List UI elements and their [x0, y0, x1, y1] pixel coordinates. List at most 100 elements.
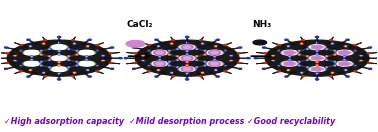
Circle shape: [75, 50, 78, 51]
Circle shape: [286, 51, 293, 54]
Circle shape: [102, 55, 104, 56]
Circle shape: [148, 50, 149, 51]
Circle shape: [96, 45, 98, 46]
Circle shape: [214, 56, 215, 57]
Circle shape: [289, 56, 290, 57]
Circle shape: [31, 56, 32, 57]
Ellipse shape: [181, 67, 193, 72]
Circle shape: [147, 50, 150, 51]
Circle shape: [170, 72, 174, 73]
Circle shape: [57, 79, 61, 80]
Text: ✓Good recyclability: ✓Good recyclability: [247, 117, 336, 126]
Circle shape: [141, 55, 145, 56]
Circle shape: [214, 69, 217, 71]
Circle shape: [170, 43, 174, 44]
Circle shape: [57, 54, 60, 55]
Circle shape: [14, 55, 15, 56]
Circle shape: [203, 61, 206, 62]
Circle shape: [344, 69, 347, 71]
Ellipse shape: [181, 56, 193, 61]
Circle shape: [316, 54, 319, 55]
Circle shape: [96, 71, 98, 72]
Circle shape: [20, 71, 23, 72]
Circle shape: [58, 42, 60, 43]
Circle shape: [316, 65, 319, 66]
Circle shape: [300, 43, 304, 44]
Circle shape: [313, 57, 321, 60]
Circle shape: [110, 47, 114, 48]
Circle shape: [330, 40, 332, 41]
Text: ✓Mild desorption process: ✓Mild desorption process: [129, 117, 244, 126]
Circle shape: [180, 45, 194, 50]
Circle shape: [284, 62, 289, 64]
Circle shape: [319, 57, 324, 59]
Circle shape: [224, 71, 226, 72]
Circle shape: [231, 55, 232, 56]
Circle shape: [40, 65, 43, 66]
Circle shape: [75, 54, 78, 55]
Circle shape: [97, 50, 99, 51]
Circle shape: [141, 60, 145, 61]
Circle shape: [52, 67, 66, 72]
Circle shape: [316, 54, 318, 55]
Circle shape: [353, 71, 356, 72]
Circle shape: [213, 59, 216, 60]
Circle shape: [73, 72, 76, 73]
Circle shape: [287, 46, 290, 47]
Circle shape: [57, 51, 60, 52]
Circle shape: [168, 54, 171, 55]
Text: ✓High adsorption capacity: ✓High adsorption capacity: [5, 117, 125, 126]
Circle shape: [13, 55, 17, 56]
Circle shape: [171, 43, 172, 44]
Circle shape: [42, 72, 45, 73]
Ellipse shape: [211, 62, 218, 65]
Circle shape: [376, 58, 378, 59]
Circle shape: [301, 72, 302, 73]
Circle shape: [339, 64, 344, 65]
Circle shape: [186, 73, 189, 74]
Circle shape: [29, 46, 32, 47]
Circle shape: [29, 69, 32, 71]
Circle shape: [288, 50, 293, 52]
Circle shape: [176, 56, 179, 57]
Circle shape: [202, 43, 203, 44]
Circle shape: [367, 62, 370, 63]
Circle shape: [57, 62, 60, 63]
Circle shape: [288, 56, 291, 57]
Circle shape: [353, 45, 356, 46]
Circle shape: [176, 49, 179, 50]
Circle shape: [285, 39, 288, 40]
Circle shape: [264, 53, 267, 54]
Circle shape: [343, 56, 346, 57]
Circle shape: [237, 62, 240, 63]
Circle shape: [286, 62, 293, 65]
Circle shape: [79, 50, 94, 55]
Ellipse shape: [209, 50, 220, 55]
Circle shape: [271, 60, 274, 61]
Circle shape: [338, 61, 352, 66]
Circle shape: [204, 54, 206, 55]
Circle shape: [43, 72, 45, 73]
Circle shape: [299, 65, 300, 66]
Circle shape: [186, 51, 189, 52]
Circle shape: [298, 50, 301, 51]
Circle shape: [332, 72, 333, 73]
Text: CaCl₂: CaCl₂: [126, 20, 153, 29]
Circle shape: [168, 61, 171, 62]
Circle shape: [30, 59, 33, 60]
Circle shape: [315, 36, 319, 37]
Circle shape: [40, 50, 43, 51]
Circle shape: [310, 45, 324, 50]
Circle shape: [282, 61, 297, 66]
Circle shape: [153, 50, 167, 55]
Circle shape: [186, 54, 188, 55]
Circle shape: [124, 58, 128, 59]
Circle shape: [157, 46, 160, 47]
Circle shape: [332, 43, 333, 44]
Circle shape: [343, 50, 348, 52]
Circle shape: [142, 55, 144, 56]
Circle shape: [85, 59, 88, 60]
Circle shape: [71, 76, 74, 77]
Circle shape: [341, 62, 348, 65]
Circle shape: [355, 50, 356, 51]
